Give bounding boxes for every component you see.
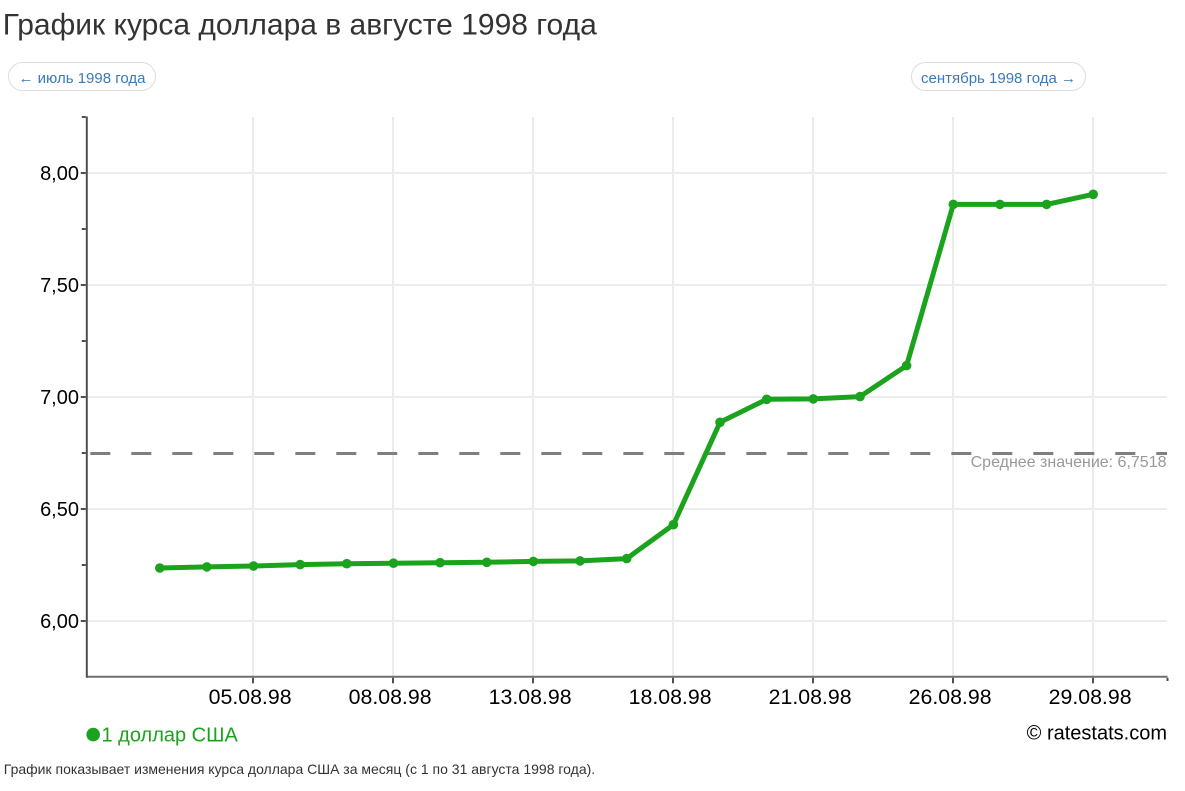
- svg-text:18.08.98: 18.08.98: [629, 685, 712, 709]
- svg-text:13.08.98: 13.08.98: [489, 685, 572, 709]
- svg-text:21.08.98: 21.08.98: [769, 685, 852, 709]
- svg-text:График курса доллара в августе: График курса доллара в августе 1998 года: [3, 9, 597, 42]
- svg-text:26.08.98: 26.08.98: [909, 685, 992, 709]
- svg-text:7,00: 7,00: [40, 387, 79, 409]
- svg-text:График показывает изменения ку: График показывает изменения курса доллар…: [4, 761, 595, 777]
- svg-text:сентябрь 1998 года →: сентябрь 1998 года →: [921, 70, 1076, 87]
- svg-text:7,50: 7,50: [40, 275, 79, 297]
- svg-text:6,50: 6,50: [40, 499, 79, 521]
- svg-text:1 доллар США: 1 доллар США: [102, 725, 239, 747]
- svg-text:Среднее значение: 6,7518: Среднее значение: 6,7518: [971, 454, 1167, 471]
- svg-text:© ratestats.com: © ratestats.com: [1027, 723, 1167, 745]
- svg-text:8,00: 8,00: [40, 163, 79, 185]
- svg-text:6,00: 6,00: [40, 611, 79, 633]
- svg-text:29.08.98: 29.08.98: [1049, 685, 1132, 709]
- svg-text:05.08.98: 05.08.98: [209, 685, 292, 709]
- svg-text:← июль 1998 года: ← июль 1998 года: [19, 70, 147, 87]
- svg-text:08.08.98: 08.08.98: [349, 685, 432, 709]
